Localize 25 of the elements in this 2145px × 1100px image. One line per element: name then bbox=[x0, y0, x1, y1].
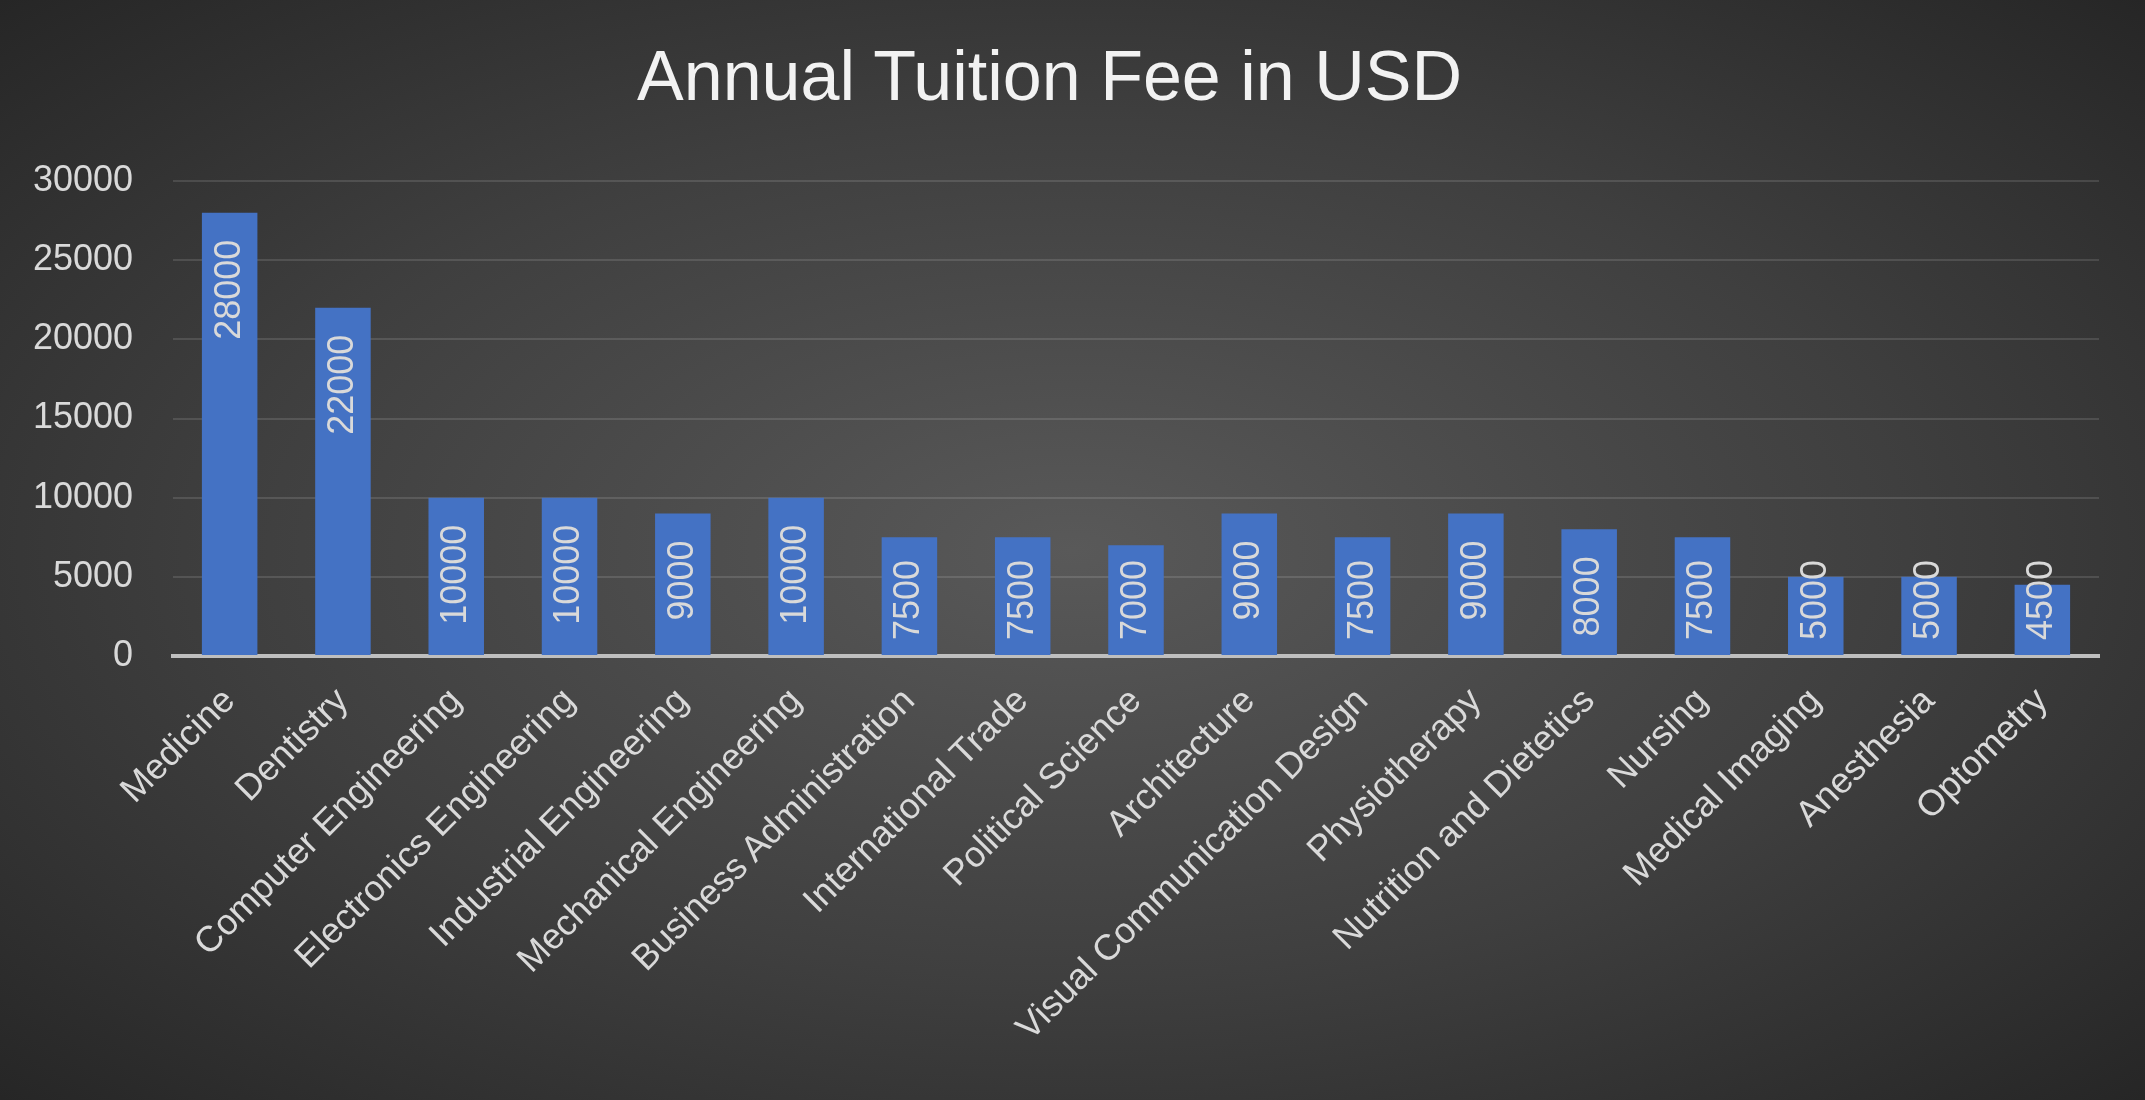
data-label: 10000 bbox=[546, 524, 588, 625]
data-label: 9000 bbox=[1452, 540, 1494, 621]
data-label: 5000 bbox=[1905, 559, 1947, 641]
y-tick-label: 0 bbox=[112, 632, 133, 674]
data-label: 7500 bbox=[999, 559, 1041, 641]
data-label: 7000 bbox=[1112, 559, 1154, 641]
data-label: 28000 bbox=[206, 239, 248, 340]
data-label: 7500 bbox=[1339, 559, 1381, 641]
data-label: 10000 bbox=[433, 524, 475, 625]
y-tick-label: 10000 bbox=[32, 474, 133, 516]
y-tick-label: 25000 bbox=[32, 237, 133, 279]
data-label: 7500 bbox=[1679, 559, 1721, 641]
data-label: 8000 bbox=[1566, 556, 1608, 637]
data-label: 4500 bbox=[2019, 559, 2061, 641]
y-tick-label: 30000 bbox=[32, 157, 133, 199]
data-label: 5000 bbox=[1792, 559, 1834, 641]
y-tick-label: 5000 bbox=[52, 553, 133, 595]
data-label: 9000 bbox=[659, 540, 701, 621]
chart-title: Annual Tuition Fee in USD bbox=[637, 37, 1462, 116]
data-label: 9000 bbox=[1226, 540, 1268, 621]
data-label: 22000 bbox=[319, 334, 361, 435]
data-label: 10000 bbox=[773, 524, 815, 625]
data-label: 7500 bbox=[886, 559, 928, 641]
y-tick-label: 15000 bbox=[32, 395, 133, 437]
y-tick-label: 20000 bbox=[32, 316, 133, 358]
